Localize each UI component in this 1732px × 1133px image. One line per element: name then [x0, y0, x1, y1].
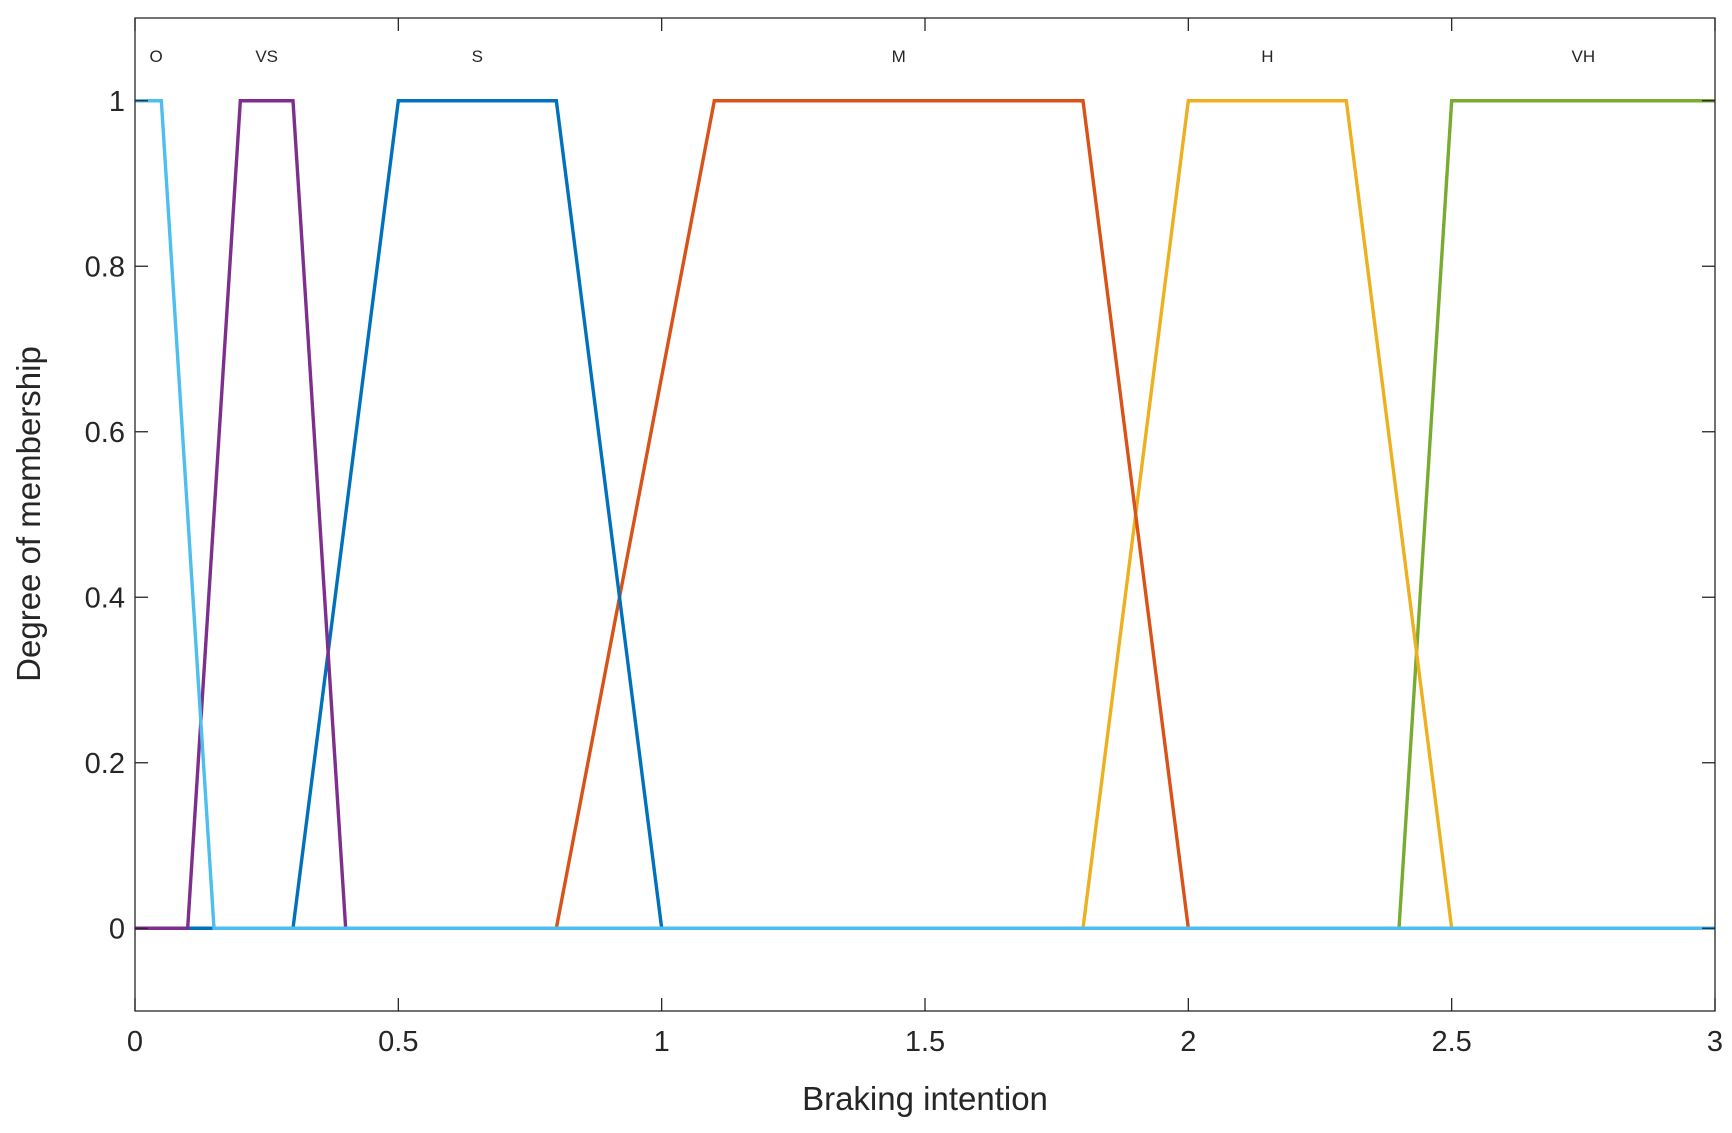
x-tick-labels: 0 0.5 1 1.5 2 2.5 3	[127, 1026, 1723, 1058]
membership-label-vs: VS	[255, 47, 278, 66]
x-axis-title: Braking intention	[802, 1080, 1048, 1117]
membership-label-o: O	[149, 47, 162, 66]
membership-label-s: S	[472, 47, 483, 66]
x-tick-label: 0.5	[378, 1026, 418, 1058]
x-tick-label: 3	[1707, 1026, 1723, 1058]
series-layer	[135, 99, 1715, 930]
series-line-o	[135, 99, 1715, 930]
membership-label-h: H	[1261, 47, 1273, 66]
y-tick-labels: 0 0.2 0.4 0.6 0.8 1	[85, 86, 125, 946]
x-tick-label: 0	[127, 1026, 143, 1058]
y-tick-label: 1	[109, 86, 125, 118]
membership-label-m: M	[892, 47, 906, 66]
x-tick-label: 2.5	[1432, 1026, 1472, 1058]
y-axis-title: Degree of membership	[10, 346, 47, 682]
x-tick-label: 1.5	[905, 1026, 945, 1058]
membership-label-vh: VH	[1572, 47, 1596, 66]
ticks-layer	[134, 18, 1716, 1011]
y-tick-label: 0.2	[85, 748, 125, 780]
x-tick-label: 2	[1180, 1026, 1196, 1058]
plot-background	[135, 18, 1715, 1011]
y-tick-label: 0.4	[85, 582, 125, 614]
y-tick-label: 0.8	[85, 251, 125, 283]
y-tick-label: 0	[109, 913, 125, 945]
y-tick-label: 0.6	[85, 417, 125, 449]
membership-labels: O VS S M H VH	[149, 47, 1595, 66]
x-tick-label: 1	[654, 1026, 670, 1058]
